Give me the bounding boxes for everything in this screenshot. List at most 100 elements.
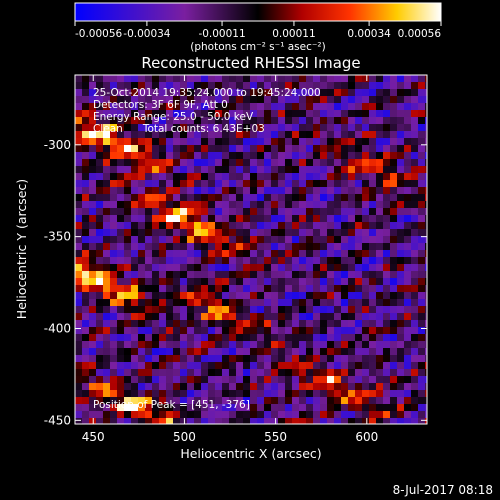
- heatmap-cell: [320, 348, 327, 355]
- heatmap-cell: [131, 201, 138, 208]
- heatmap-cell: [285, 222, 292, 229]
- heatmap-cell: [82, 257, 89, 264]
- heatmap-cell: [285, 82, 292, 89]
- heatmap-cell: [306, 166, 313, 173]
- heatmap-cell: [292, 418, 299, 424]
- heatmap-cell: [194, 131, 201, 138]
- heatmap-cell: [166, 138, 173, 145]
- heatmap-cell: [271, 390, 278, 397]
- heatmap-cell: [348, 145, 355, 152]
- heatmap-cell: [236, 250, 243, 257]
- heatmap-cell: [96, 173, 103, 180]
- heatmap-cell: [96, 362, 103, 369]
- heatmap-cell: [208, 271, 215, 278]
- heatmap-cell: [369, 264, 376, 271]
- heatmap-cell: [152, 355, 159, 362]
- heatmap-cell: [264, 152, 271, 159]
- heatmap-cell: [229, 320, 236, 327]
- heatmap-cell: [334, 257, 341, 264]
- heatmap-cell: [383, 110, 390, 117]
- heatmap-cell: [243, 264, 250, 271]
- heatmap-cell: [138, 299, 145, 306]
- heatmap-cell: [348, 355, 355, 362]
- heatmap-cell: [201, 292, 208, 299]
- heatmap-cell: [145, 299, 152, 306]
- heatmap-cell: [390, 390, 397, 397]
- heatmap-cell: [89, 215, 96, 222]
- heatmap-cell: [215, 306, 222, 313]
- heatmap-cell: [355, 411, 362, 418]
- colorbar-tick-label: -0.00011: [198, 28, 245, 40]
- heatmap-cell: [257, 173, 264, 180]
- heatmap-cell: [145, 327, 152, 334]
- heatmap-cell: [131, 117, 138, 124]
- heatmap-cell: [215, 222, 222, 229]
- heatmap-cell: [103, 201, 110, 208]
- heatmap-cell: [201, 166, 208, 173]
- heatmap-cell: [285, 243, 292, 250]
- heatmap-cell: [117, 117, 124, 124]
- heatmap-cell: [334, 376, 341, 383]
- heatmap-cell: [397, 369, 404, 376]
- heatmap-cell: [166, 348, 173, 355]
- heatmap-cell: [110, 159, 117, 166]
- heatmap-cell: [166, 131, 173, 138]
- heatmap-cell: [243, 131, 250, 138]
- heatmap-cell: [285, 285, 292, 292]
- heatmap-cell: [152, 110, 159, 117]
- heatmap-cell: [271, 285, 278, 292]
- heatmap-cell: [376, 257, 383, 264]
- heatmap-cell: [173, 194, 180, 201]
- heatmap-cell: [103, 159, 110, 166]
- heatmap-cell: [299, 320, 306, 327]
- heatmap-cell: [292, 89, 299, 96]
- heatmap-cell: [411, 390, 418, 397]
- heatmap-cell: [180, 222, 187, 229]
- heatmap-cell: [390, 334, 397, 341]
- heatmap-cell: [187, 110, 194, 117]
- heatmap-cell: [96, 117, 103, 124]
- heatmap-cell: [383, 215, 390, 222]
- heatmap-cell: [236, 152, 243, 159]
- heatmap-cell: [145, 390, 152, 397]
- heatmap-cell: [278, 411, 285, 418]
- heatmap-cell: [271, 404, 278, 411]
- heatmap-cell: [208, 222, 215, 229]
- heatmap-cell: [376, 229, 383, 236]
- heatmap-cell: [236, 418, 243, 424]
- heatmap-cell: [187, 285, 194, 292]
- heatmap-cell: [131, 187, 138, 194]
- heatmap-cell: [411, 145, 418, 152]
- heatmap-cell: [222, 334, 229, 341]
- heatmap-cell: [152, 194, 159, 201]
- heatmap-cell: [131, 131, 138, 138]
- heatmap-cell: [194, 299, 201, 306]
- heatmap-cell: [152, 383, 159, 390]
- heatmap-cell: [89, 208, 96, 215]
- heatmap-cell: [124, 131, 131, 138]
- heatmap-cell: [411, 411, 418, 418]
- heatmap-cell: [341, 124, 348, 131]
- heatmap-cell: [180, 257, 187, 264]
- heatmap-cell: [75, 250, 82, 257]
- heatmap-cell: [411, 82, 418, 89]
- heatmap-cell: [208, 320, 215, 327]
- heatmap-cell: [110, 124, 117, 131]
- heatmap-cell: [131, 285, 138, 292]
- heatmap-cell: [96, 82, 103, 89]
- heatmap-cell: [201, 355, 208, 362]
- heatmap-cell: [194, 75, 201, 82]
- heatmap-cell: [285, 292, 292, 299]
- heatmap-cell: [229, 152, 236, 159]
- heatmap-cell: [236, 222, 243, 229]
- heatmap-cell: [418, 159, 425, 166]
- heatmap-cell: [271, 103, 278, 110]
- heatmap-cell: [75, 264, 82, 271]
- heatmap-cell: [159, 257, 166, 264]
- heatmap-cell: [250, 390, 257, 397]
- heatmap-cell: [110, 194, 117, 201]
- heatmap-cell: [208, 138, 215, 145]
- heatmap-cell: [89, 320, 96, 327]
- heatmap-cell: [110, 327, 117, 334]
- heatmap-cell: [236, 271, 243, 278]
